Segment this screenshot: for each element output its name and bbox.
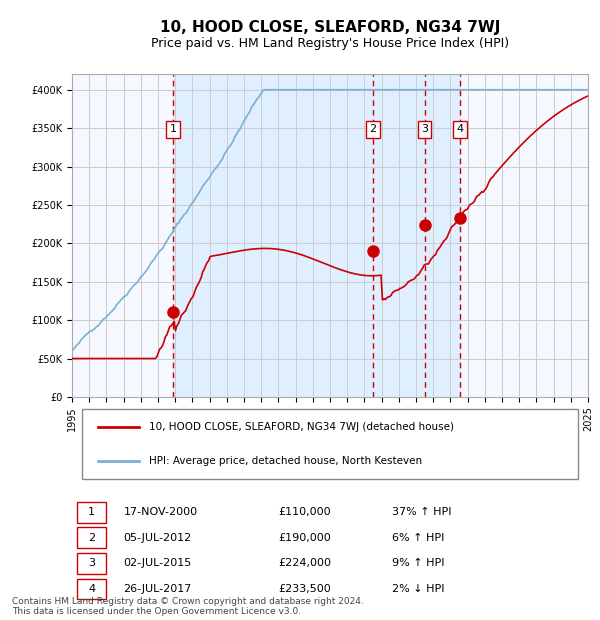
Text: 4: 4 <box>457 124 464 134</box>
Text: £233,500: £233,500 <box>278 584 331 594</box>
FancyBboxPatch shape <box>82 409 578 479</box>
Text: 05-JUL-2012: 05-JUL-2012 <box>124 533 192 543</box>
Text: 2: 2 <box>370 124 377 134</box>
Text: 17-NOV-2000: 17-NOV-2000 <box>124 507 198 518</box>
Text: 2% ↓ HPI: 2% ↓ HPI <box>392 584 445 594</box>
Text: 10, HOOD CLOSE, SLEAFORD, NG34 7WJ: 10, HOOD CLOSE, SLEAFORD, NG34 7WJ <box>160 20 500 35</box>
Text: Contains HM Land Registry data © Crown copyright and database right 2024.: Contains HM Land Registry data © Crown c… <box>12 598 364 606</box>
Text: 3: 3 <box>88 559 95 569</box>
FancyBboxPatch shape <box>77 578 106 600</box>
Text: 2: 2 <box>88 533 95 543</box>
Bar <box>173 74 460 397</box>
Text: 3: 3 <box>421 124 428 134</box>
Text: 10, HOOD CLOSE, SLEAFORD, NG34 7WJ (detached house): 10, HOOD CLOSE, SLEAFORD, NG34 7WJ (deta… <box>149 422 454 432</box>
FancyBboxPatch shape <box>77 553 106 574</box>
Text: 1: 1 <box>88 507 95 518</box>
Text: £224,000: £224,000 <box>278 559 331 569</box>
Text: 9% ↑ HPI: 9% ↑ HPI <box>392 559 445 569</box>
Text: HPI: Average price, detached house, North Kesteven: HPI: Average price, detached house, Nort… <box>149 456 422 466</box>
Text: 1: 1 <box>170 124 176 134</box>
Text: 37% ↑ HPI: 37% ↑ HPI <box>392 507 451 518</box>
Text: 6% ↑ HPI: 6% ↑ HPI <box>392 533 444 543</box>
Text: 26-JUL-2017: 26-JUL-2017 <box>124 584 192 594</box>
FancyBboxPatch shape <box>77 528 106 548</box>
FancyBboxPatch shape <box>77 502 106 523</box>
Text: £190,000: £190,000 <box>278 533 331 543</box>
Text: Price paid vs. HM Land Registry's House Price Index (HPI): Price paid vs. HM Land Registry's House … <box>151 37 509 50</box>
Text: 02-JUL-2015: 02-JUL-2015 <box>124 559 192 569</box>
Text: £110,000: £110,000 <box>278 507 331 518</box>
Text: This data is licensed under the Open Government Licence v3.0.: This data is licensed under the Open Gov… <box>12 607 301 616</box>
Text: 4: 4 <box>88 584 95 594</box>
